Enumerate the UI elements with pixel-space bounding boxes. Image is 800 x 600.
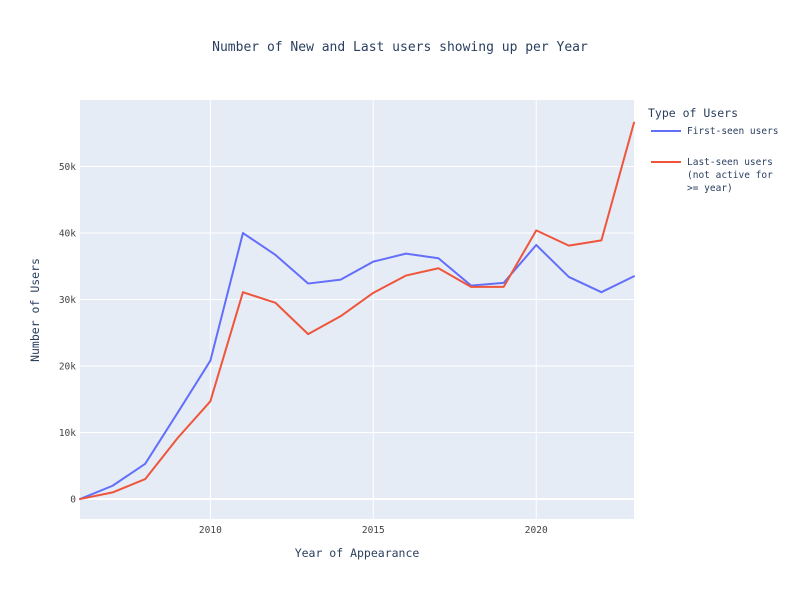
legend-label-line: First-seen users [687,126,779,137]
legend: Type of Users First-seen users Last-seen … [648,106,779,194]
legend-label: Last-seen users (not active for >= year) [687,157,773,194]
chart-title: Number of New and Last users showing up … [212,40,588,55]
x-tick-label: 2010 [199,525,222,536]
y-axis-ticks: 0 10k 20k 30k 40k 50k [59,162,76,506]
legend-label-line: Last-seen users [687,157,773,168]
legend-title: Type of Users [648,106,738,120]
y-tick-label: 40k [59,229,76,240]
legend-label: First-seen users [687,126,779,137]
y-tick-label: 30k [59,295,76,306]
y-tick-label: 20k [59,362,76,373]
plot-area [80,100,634,519]
y-axis-label: Number of Users [28,258,42,362]
y-tick-label: 10k [59,428,76,439]
x-tick-label: 2020 [525,525,548,536]
x-axis-label: Year of Appearance [295,546,420,560]
series-lines [79,121,635,501]
legend-item-0[interactable]: First-seen users [651,126,779,137]
series-line-1 [79,121,635,501]
series-line-0 [79,232,635,501]
y-tick-label: 0 [70,495,76,506]
y-tick-label: 50k [59,162,76,173]
legend-item-1[interactable]: Last-seen users (not active for >= year) [651,157,773,194]
x-tick-label: 2015 [362,525,385,536]
legend-label-line: >= year) [687,183,733,194]
legend-items: First-seen users Last-seen users (not acti… [651,126,779,194]
x-axis-ticks: 2010 2015 2020 [199,525,548,536]
grid-lines [80,100,634,519]
legend-label-line: (not active for [687,170,773,181]
